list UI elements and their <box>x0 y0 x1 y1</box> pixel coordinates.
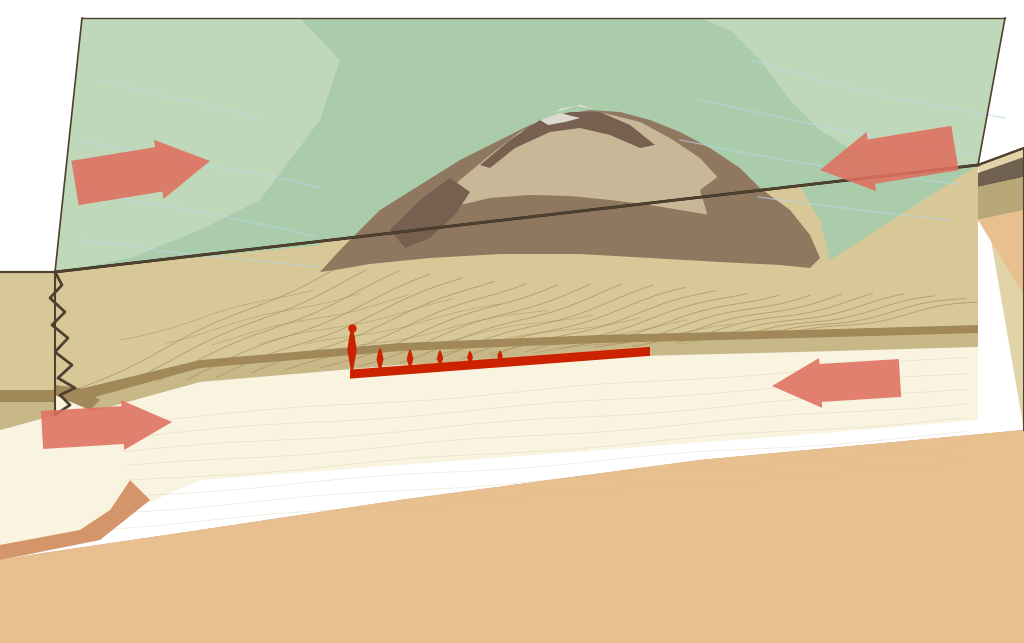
Polygon shape <box>41 400 172 450</box>
Polygon shape <box>0 480 150 560</box>
Polygon shape <box>978 157 1024 187</box>
Polygon shape <box>377 349 383 370</box>
Polygon shape <box>498 351 502 361</box>
Polygon shape <box>700 18 1005 175</box>
Polygon shape <box>350 347 650 379</box>
Polygon shape <box>408 350 413 368</box>
Polygon shape <box>30 347 978 555</box>
Polygon shape <box>0 430 1024 643</box>
Polygon shape <box>55 18 340 272</box>
Polygon shape <box>348 328 356 373</box>
Polygon shape <box>72 140 210 205</box>
Polygon shape <box>0 395 130 545</box>
Polygon shape <box>55 18 380 272</box>
Polygon shape <box>0 272 55 430</box>
Polygon shape <box>0 430 1024 643</box>
Polygon shape <box>55 165 978 395</box>
Polygon shape <box>772 358 901 408</box>
Polygon shape <box>480 112 655 168</box>
Polygon shape <box>55 325 978 408</box>
Polygon shape <box>430 112 730 215</box>
Polygon shape <box>0 415 130 530</box>
Polygon shape <box>55 385 100 410</box>
Polygon shape <box>0 390 55 417</box>
Polygon shape <box>978 148 1024 430</box>
Polygon shape <box>978 210 1024 430</box>
Polygon shape <box>700 168 760 240</box>
Polygon shape <box>390 178 470 248</box>
Polygon shape <box>978 177 1024 220</box>
Polygon shape <box>820 126 958 191</box>
Polygon shape <box>468 352 472 363</box>
Polygon shape <box>319 110 820 272</box>
Polygon shape <box>555 105 605 112</box>
Polygon shape <box>740 18 1005 260</box>
Polygon shape <box>55 18 1005 272</box>
Polygon shape <box>437 351 442 366</box>
Polygon shape <box>540 113 580 125</box>
Polygon shape <box>55 325 978 422</box>
Polygon shape <box>0 402 55 430</box>
